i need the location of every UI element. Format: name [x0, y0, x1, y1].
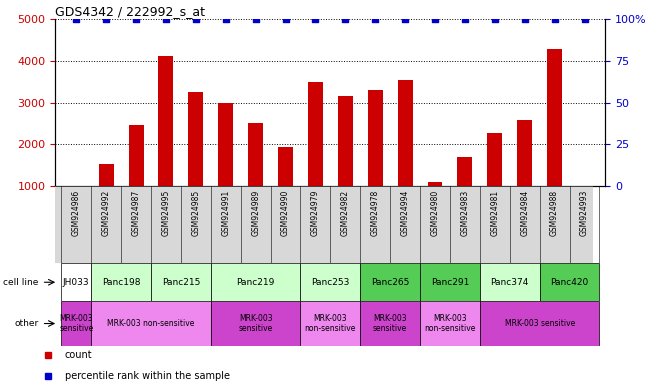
Bar [360, 301, 420, 346]
Text: Panc265: Panc265 [371, 278, 409, 287]
Text: GDS4342 / 222992_s_at: GDS4342 / 222992_s_at [55, 5, 205, 18]
Text: GSM924983: GSM924983 [460, 190, 469, 236]
Bar [278, 147, 293, 186]
Point [460, 16, 470, 22]
Bar [547, 49, 562, 186]
Bar [540, 263, 600, 301]
Point [131, 16, 141, 22]
Text: GSM924991: GSM924991 [221, 190, 230, 236]
Bar [91, 301, 211, 346]
Point [490, 16, 500, 22]
Point [311, 16, 321, 22]
Text: GSM924985: GSM924985 [191, 190, 201, 236]
Point [191, 16, 201, 22]
Text: Panc374: Panc374 [491, 278, 529, 287]
Bar [61, 263, 91, 301]
Bar [188, 92, 203, 186]
Text: MRK-003
non-sensitive: MRK-003 non-sensitive [305, 314, 356, 333]
Text: Panc215: Panc215 [161, 278, 200, 287]
Point [340, 16, 350, 22]
Bar [420, 301, 480, 346]
Point [221, 16, 231, 22]
Text: Panc291: Panc291 [431, 278, 469, 287]
Text: GSM924994: GSM924994 [400, 190, 409, 237]
Bar [211, 263, 301, 301]
Point [71, 16, 81, 22]
Point [549, 16, 560, 22]
Point [400, 16, 410, 22]
Text: GSM924979: GSM924979 [311, 190, 320, 237]
Text: Panc219: Panc219 [236, 278, 275, 287]
Text: JH033: JH033 [63, 278, 90, 287]
Text: count: count [65, 350, 92, 360]
Bar [248, 123, 263, 186]
Point [251, 16, 261, 22]
Bar [518, 120, 532, 186]
Bar [308, 82, 323, 186]
Bar [480, 263, 540, 301]
Text: MRK-003 sensitive: MRK-003 sensitive [505, 319, 575, 328]
Text: MRK-003
sensitive: MRK-003 sensitive [373, 314, 408, 333]
Text: MRK-003
sensitive: MRK-003 sensitive [238, 314, 273, 333]
Text: cell line: cell line [3, 278, 39, 287]
Text: GSM924984: GSM924984 [520, 190, 529, 236]
Bar [360, 263, 420, 301]
Point [579, 16, 590, 22]
Text: GSM924978: GSM924978 [370, 190, 380, 236]
Point [370, 16, 380, 22]
Text: MRK-003
non-sensitive: MRK-003 non-sensitive [424, 314, 476, 333]
Text: percentile rank within the sample: percentile rank within the sample [65, 371, 230, 381]
Text: GSM924990: GSM924990 [281, 190, 290, 237]
Bar [428, 182, 443, 186]
Bar [420, 263, 480, 301]
Text: MRK-003
sensitive: MRK-003 sensitive [59, 314, 93, 333]
Text: GSM924993: GSM924993 [580, 190, 589, 237]
Bar [301, 301, 360, 346]
Point [430, 16, 440, 22]
Text: GSM924986: GSM924986 [72, 190, 81, 236]
Text: other: other [14, 319, 39, 328]
Bar [218, 103, 233, 186]
Bar [480, 301, 600, 346]
Text: GSM924988: GSM924988 [550, 190, 559, 236]
Point [519, 16, 530, 22]
Bar [488, 133, 503, 186]
Bar [61, 301, 91, 346]
Text: GSM924980: GSM924980 [430, 190, 439, 236]
Bar [301, 263, 360, 301]
Bar [158, 56, 173, 186]
Bar [151, 263, 211, 301]
Point [101, 16, 111, 22]
Bar [99, 164, 114, 186]
Text: Panc420: Panc420 [551, 278, 589, 287]
Text: GSM924982: GSM924982 [341, 190, 350, 236]
Bar [338, 96, 353, 186]
Text: GSM924992: GSM924992 [102, 190, 111, 236]
Bar [458, 157, 473, 186]
Text: Panc253: Panc253 [311, 278, 350, 287]
Point [161, 16, 171, 22]
Text: GSM924987: GSM924987 [132, 190, 141, 236]
Bar [368, 90, 383, 186]
Bar [129, 125, 143, 186]
Bar [398, 80, 413, 186]
Bar [211, 301, 301, 346]
Point [281, 16, 291, 22]
Text: GSM924995: GSM924995 [161, 190, 171, 237]
Text: MRK-003 non-sensitive: MRK-003 non-sensitive [107, 319, 195, 328]
Text: GSM924989: GSM924989 [251, 190, 260, 236]
Text: GSM924981: GSM924981 [490, 190, 499, 236]
Bar [91, 263, 151, 301]
Text: Panc198: Panc198 [102, 278, 141, 287]
